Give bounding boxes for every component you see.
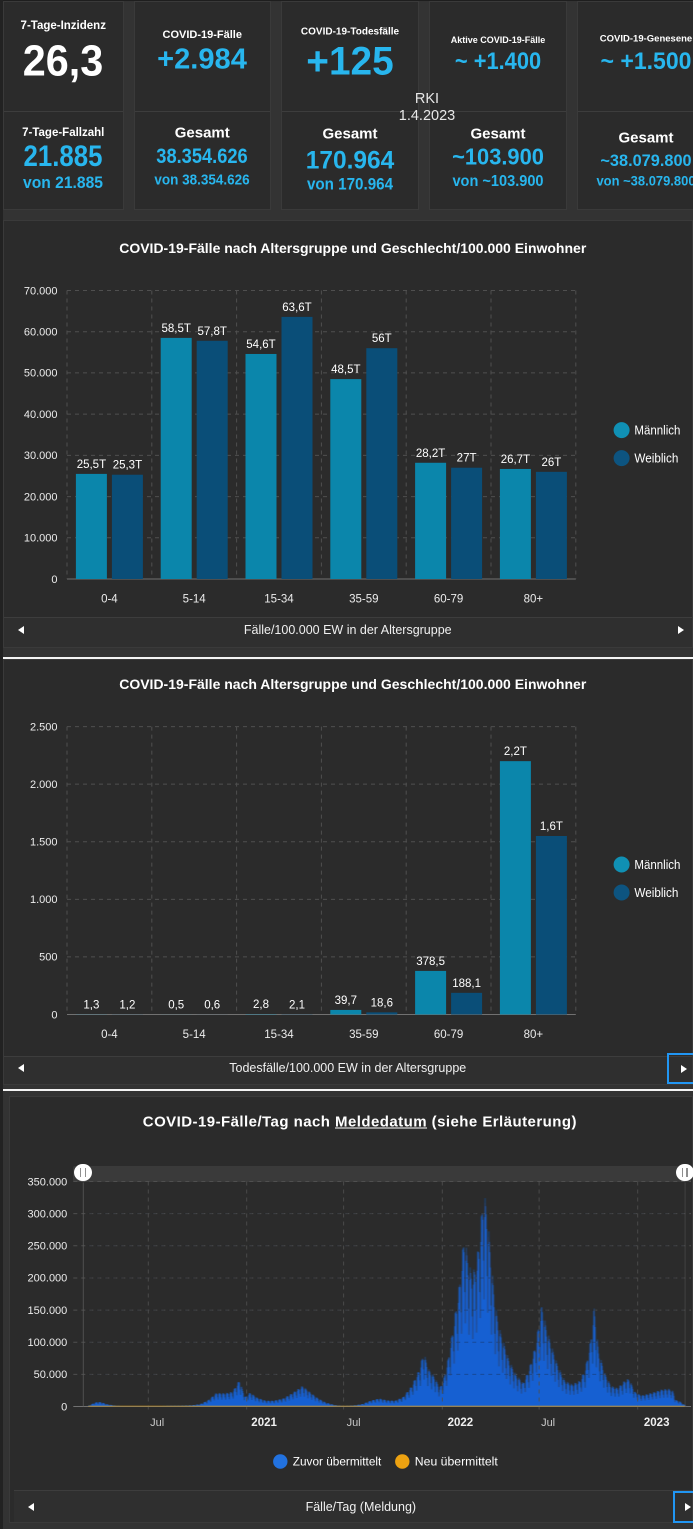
svg-text:1,6T: 1,6T <box>539 821 562 833</box>
svg-text:60.000: 60.000 <box>23 326 57 338</box>
svg-text:2022: 2022 <box>447 1417 473 1429</box>
svg-text:48,5T: 48,5T <box>331 364 360 376</box>
svg-text:25,5T: 25,5T <box>76 458 105 470</box>
svg-text:20.000: 20.000 <box>23 491 57 503</box>
svg-text:378,5: 378,5 <box>416 956 445 968</box>
svg-text:2,2T: 2,2T <box>503 746 526 758</box>
svg-text:Neu übermittelt: Neu übermittelt <box>414 1456 498 1468</box>
svg-text:0,5: 0,5 <box>168 999 184 1011</box>
svg-text:15-34: 15-34 <box>264 1029 294 1041</box>
svg-text:2021: 2021 <box>251 1417 277 1429</box>
svg-text:Weiblich: Weiblich <box>634 450 678 465</box>
svg-text:0,6: 0,6 <box>204 999 220 1011</box>
svg-text:50.000: 50.000 <box>23 367 57 379</box>
svg-text:Jul: Jul <box>150 1417 164 1429</box>
svg-text:Weiblich: Weiblich <box>634 885 678 900</box>
svg-text:80+: 80+ <box>523 1029 543 1041</box>
svg-text:26,7T: 26,7T <box>500 454 529 466</box>
svg-text:35-59: 35-59 <box>349 1029 378 1041</box>
svg-text:70.000: 70.000 <box>23 285 57 297</box>
svg-text:350.000: 350.000 <box>27 1176 67 1188</box>
svg-text:1,2: 1,2 <box>119 999 135 1011</box>
svg-text:5-14: 5-14 <box>182 1029 206 1041</box>
svg-text:2,8: 2,8 <box>253 999 269 1011</box>
svg-text:39,7: 39,7 <box>334 995 356 1007</box>
svg-text:18,6: 18,6 <box>370 997 392 1009</box>
svg-text:15-34: 15-34 <box>264 593 294 605</box>
svg-text:2023: 2023 <box>644 1417 670 1429</box>
svg-text:28,2T: 28,2T <box>415 447 444 459</box>
svg-text:250.000: 250.000 <box>27 1240 67 1252</box>
svg-text:0: 0 <box>51 573 57 585</box>
svg-text:1,3: 1,3 <box>83 999 99 1011</box>
svg-text:1.500: 1.500 <box>29 837 57 849</box>
svg-text:30.000: 30.000 <box>23 450 57 462</box>
svg-text:60-79: 60-79 <box>433 593 462 605</box>
svg-text:26T: 26T <box>541 456 561 468</box>
svg-text:0-4: 0-4 <box>101 1029 118 1041</box>
svg-text:57,8T: 57,8T <box>197 325 226 337</box>
svg-text:80+: 80+ <box>523 593 543 605</box>
svg-text:188,1: 188,1 <box>452 978 481 990</box>
svg-text:25,3T: 25,3T <box>112 459 141 471</box>
svg-text:10.000: 10.000 <box>23 532 57 544</box>
svg-text:50.000: 50.000 <box>33 1369 67 1381</box>
svg-text:2,1: 2,1 <box>289 999 305 1011</box>
svg-text:1.000: 1.000 <box>29 894 57 906</box>
svg-text:Zuvor übermittelt: Zuvor übermittelt <box>292 1456 381 1468</box>
svg-text:0: 0 <box>51 1009 57 1021</box>
svg-text:200.000: 200.000 <box>27 1272 67 1284</box>
svg-text:150.000: 150.000 <box>27 1304 67 1316</box>
svg-text:Jul: Jul <box>346 1417 360 1429</box>
svg-text:56T: 56T <box>371 333 391 345</box>
svg-text:Männlich: Männlich <box>634 857 680 872</box>
svg-text:27T: 27T <box>456 452 476 464</box>
svg-text:63,6T: 63,6T <box>282 301 311 313</box>
svg-text:35-59: 35-59 <box>349 593 378 605</box>
svg-text:54,6T: 54,6T <box>246 339 275 351</box>
svg-text:Männlich: Männlich <box>634 422 680 437</box>
svg-text:500: 500 <box>39 952 57 964</box>
svg-text:300.000: 300.000 <box>27 1208 67 1220</box>
svg-text:0: 0 <box>61 1401 67 1413</box>
svg-text:2.500: 2.500 <box>29 721 57 733</box>
svg-text:40.000: 40.000 <box>23 408 57 420</box>
svg-text:60-79: 60-79 <box>433 1029 462 1041</box>
svg-text:Jul: Jul <box>541 1417 555 1429</box>
svg-text:2.000: 2.000 <box>29 779 57 791</box>
svg-text:0-4: 0-4 <box>101 593 118 605</box>
svg-text:100.000: 100.000 <box>27 1337 67 1349</box>
svg-text:58,5T: 58,5T <box>161 322 190 334</box>
svg-text:5-14: 5-14 <box>182 593 206 605</box>
